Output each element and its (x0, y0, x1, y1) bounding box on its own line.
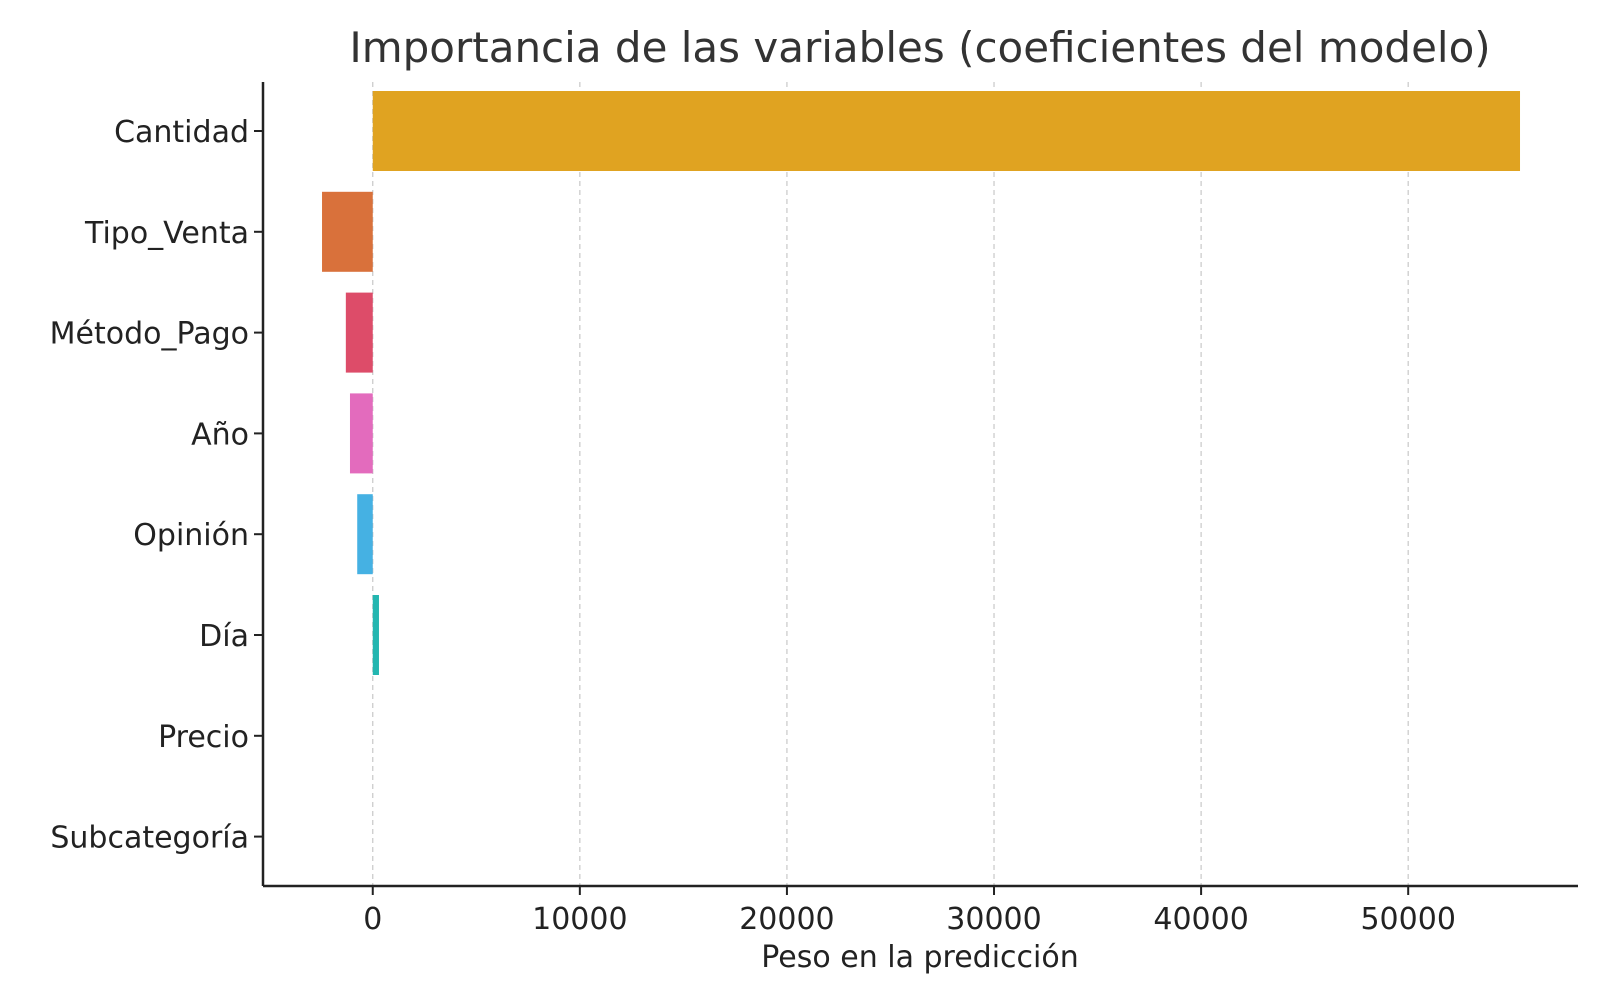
x-tick-label: 30000 (946, 902, 1041, 937)
x-tick-layer: 0 10000 20000 30000 40000 50000 (363, 886, 1456, 937)
x-axis-label: Peso en la predicción (761, 940, 1079, 975)
y-tick-label: Cantidad (114, 115, 249, 150)
bar-cantidad (372, 91, 1521, 171)
bar-opinión (357, 494, 373, 575)
y-tick-layer: Cantidad Tipo_Venta Método_Pago Año Opinión D… (50, 115, 263, 856)
x-tick-label: 50000 (1360, 902, 1455, 937)
y-tick-label: Precio (158, 720, 249, 755)
chart-title: Importancia de las variables (coeficient… (349, 23, 1490, 72)
bar-layer (322, 91, 1521, 675)
x-tick-label: 40000 (1153, 902, 1248, 937)
bar-método_pago (345, 292, 373, 373)
y-tick-label: Método_Pago (50, 317, 249, 352)
x-tick-label: 0 (363, 902, 382, 937)
y-tick-label: Tipo_Venta (84, 216, 249, 251)
x-tick-label: 10000 (532, 902, 627, 937)
y-tick-label: Día (199, 619, 249, 654)
bar-tipo_venta (322, 191, 373, 272)
x-tick-label: 20000 (739, 902, 834, 937)
bar-día (372, 595, 379, 675)
y-tick-label: Opinión (133, 518, 249, 553)
grid-layer (372, 82, 1409, 886)
bar-año (349, 393, 373, 474)
y-tick-label: Subcategoría (50, 821, 249, 856)
axis-layer (261, 82, 1578, 888)
y-tick-label: Año (191, 417, 249, 452)
